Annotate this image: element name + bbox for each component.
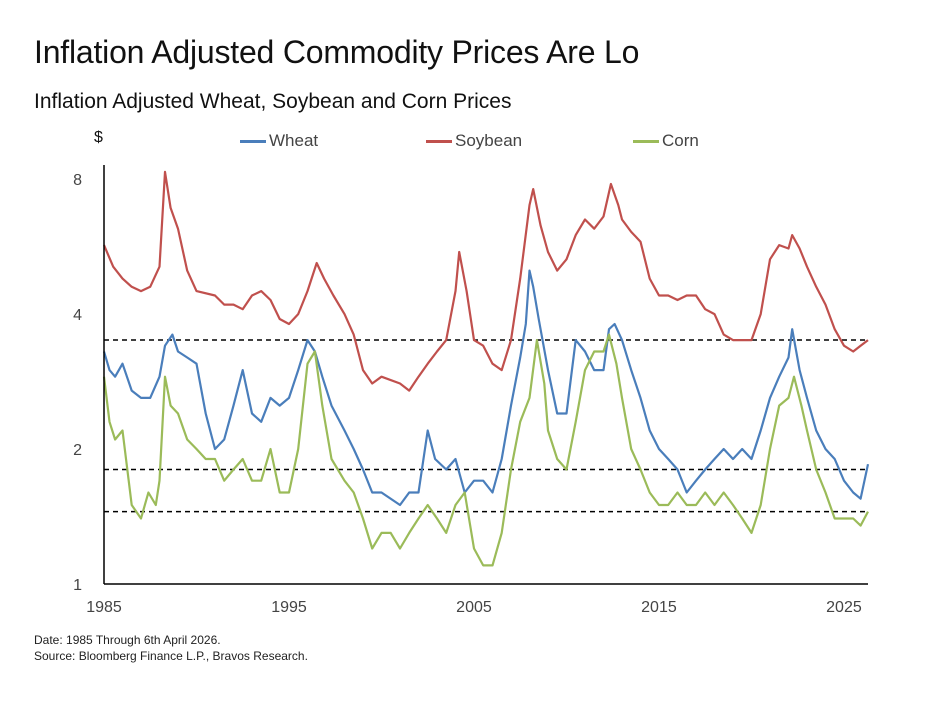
chart-title: Inflation Adjusted Commodity Prices Are … [34, 34, 640, 70]
footnote-source: Source: Bloomberg Finance L.P., Bravos R… [34, 649, 308, 663]
y-tick-label-4: 4 [73, 307, 82, 324]
legend-label-corn: Corn [662, 131, 699, 150]
legend-swatch-corn [633, 139, 659, 143]
series-line-soybean [102, 170, 869, 392]
series-lines [102, 170, 870, 567]
axes [103, 165, 868, 585]
series-line-corn [102, 333, 869, 567]
y-tick-label-8: 8 [73, 172, 82, 189]
x-tick-labels: 1985 1995 2005 2015 2025 [86, 599, 862, 616]
y-tick-labels: 1 2 4 8 [73, 172, 82, 594]
footnote: Date: 1985 Through 6th April 2026. Sourc… [34, 632, 308, 664]
x-tick-label-2015: 2015 [641, 599, 677, 616]
legend-swatch-wheat [240, 139, 266, 143]
y-tick-label-1: 1 [73, 577, 82, 594]
legend-item-corn: Corn [633, 130, 699, 152]
legend-label-wheat: Wheat [269, 131, 319, 150]
x-tick-label-1985: 1985 [86, 599, 122, 616]
reference-lines [104, 339, 868, 513]
legend-swatch-soybean [426, 139, 452, 143]
chart-subtitle: Inflation Adjusted Wheat, Soybean and Co… [34, 90, 512, 113]
x-tick-label-2005: 2005 [456, 599, 492, 616]
footnote-date: Date: 1985 Through 6th April 2026. [34, 633, 221, 647]
legend-label-soybean: Soybean [455, 131, 523, 150]
legend-item-soybean: Soybean [426, 130, 522, 152]
y-axis-unit: $ [94, 129, 103, 146]
series-line-wheat [102, 269, 870, 507]
y-tick-label-2: 2 [73, 442, 82, 459]
legend-item-wheat: Wheat [240, 130, 318, 152]
x-tick-label-1995: 1995 [271, 599, 307, 616]
x-tick-label-2025: 2025 [826, 599, 862, 616]
